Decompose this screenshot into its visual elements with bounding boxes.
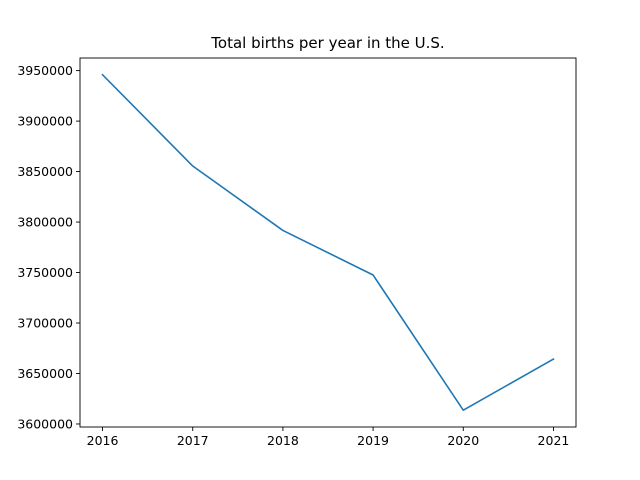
x-tick-label: 2021 xyxy=(538,433,570,448)
y-tick-label: 3850000 xyxy=(17,164,73,179)
y-tick-label: 3750000 xyxy=(17,265,73,280)
y-tick-label: 3700000 xyxy=(17,316,73,331)
y-tick-label: 3650000 xyxy=(17,366,73,381)
y-tick-label: 3800000 xyxy=(17,215,73,230)
x-tick-label: 2020 xyxy=(447,433,479,448)
x-tick-label: 2016 xyxy=(87,433,119,448)
y-axis-ticks: 3600000 3650000 3700000 3750000 3800000 38500… xyxy=(17,63,80,431)
x-tick-label: 2018 xyxy=(267,433,299,448)
x-tick-label: 2019 xyxy=(357,433,389,448)
x-axis-ticks: 2016 2017 2018 2019 2020 2021 xyxy=(87,427,570,448)
plot-area-frame xyxy=(79,57,577,428)
chart-title: Total births per year in the U.S. xyxy=(211,34,445,52)
y-tick-label: 3900000 xyxy=(17,114,73,129)
x-tick-label: 2017 xyxy=(177,433,209,448)
series-line xyxy=(101,73,555,411)
series-layer xyxy=(101,73,555,411)
y-tick-label: 3950000 xyxy=(17,63,73,78)
y-tick-label: 3600000 xyxy=(17,416,73,431)
